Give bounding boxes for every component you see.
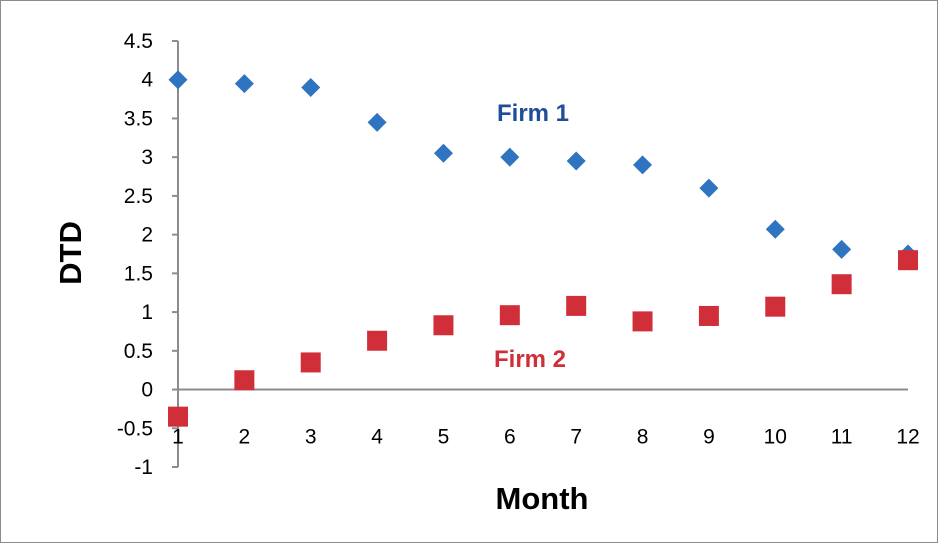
firm-2-point	[633, 311, 653, 331]
x-tick-label: 12	[896, 426, 919, 449]
firm-1-point	[699, 179, 718, 198]
firm-1-point	[235, 74, 254, 93]
y-tick-label: 2	[141, 224, 153, 247]
y-tick-label: 3	[141, 146, 153, 169]
x-tick-label: 9	[703, 426, 715, 449]
firm-1-point	[301, 78, 320, 97]
firm-2-point	[832, 274, 852, 294]
x-tick-label: 1	[172, 426, 184, 449]
firm-1-point	[500, 148, 519, 167]
y-tick-label: 2.5	[124, 185, 153, 208]
firm-2-point	[699, 306, 719, 326]
x-tick-label: 3	[305, 426, 317, 449]
y-tick-label: 0.5	[124, 340, 153, 363]
x-axis-title: Month	[496, 481, 589, 516]
x-tick-labels: 1 2 3 4 5 6 7 8 9 10 11 12	[172, 426, 920, 449]
y-tick-label: -1	[134, 456, 153, 479]
firm-2-point	[234, 370, 254, 390]
firm-1-point	[832, 240, 851, 259]
firm-1-point	[434, 144, 453, 163]
y-tick-label: 4.5	[124, 30, 153, 53]
x-tick-label: 4	[371, 426, 383, 449]
firm-1-point	[766, 220, 785, 239]
firm-2-point	[367, 331, 387, 351]
y-axis-title: DTD	[53, 221, 88, 285]
x-tick-label: 8	[637, 426, 649, 449]
firm-2-point	[500, 305, 520, 325]
x-tick-label: 11	[831, 426, 853, 449]
x-tick-label: 5	[438, 426, 450, 449]
firm-2-point	[566, 296, 586, 316]
firm-2-point	[168, 407, 188, 427]
firm-2-point	[765, 297, 785, 317]
y-tick-label: 3.5	[124, 107, 153, 130]
y-tick-label: 1	[141, 301, 153, 324]
firm-1-point	[368, 113, 387, 132]
firm-1-point	[169, 70, 188, 89]
x-tick-label: 7	[570, 426, 582, 449]
firm-1-point	[567, 152, 586, 171]
x-tick-label: 10	[764, 426, 787, 449]
y-tick-label: 0	[141, 379, 153, 402]
firm-2-point	[898, 250, 918, 270]
y-tick-label: -0.5	[117, 417, 153, 440]
x-tick-label: 2	[239, 426, 251, 449]
y-tick-label: 4	[141, 69, 153, 92]
y-tick-labels: 4.5 4 3.5 3 2.5 2 1.5 1 0.5 0 -0.5 -1	[117, 30, 154, 479]
firm-2-point	[301, 352, 321, 372]
series-label-firm-1: Firm 1	[497, 100, 569, 127]
y-tick-label: 1.5	[124, 262, 153, 285]
x-tick-label: 6	[504, 426, 516, 449]
series-label-firm-2: Firm 2	[494, 346, 566, 373]
firm-1-point	[633, 155, 652, 174]
firm-2-point	[433, 315, 453, 335]
